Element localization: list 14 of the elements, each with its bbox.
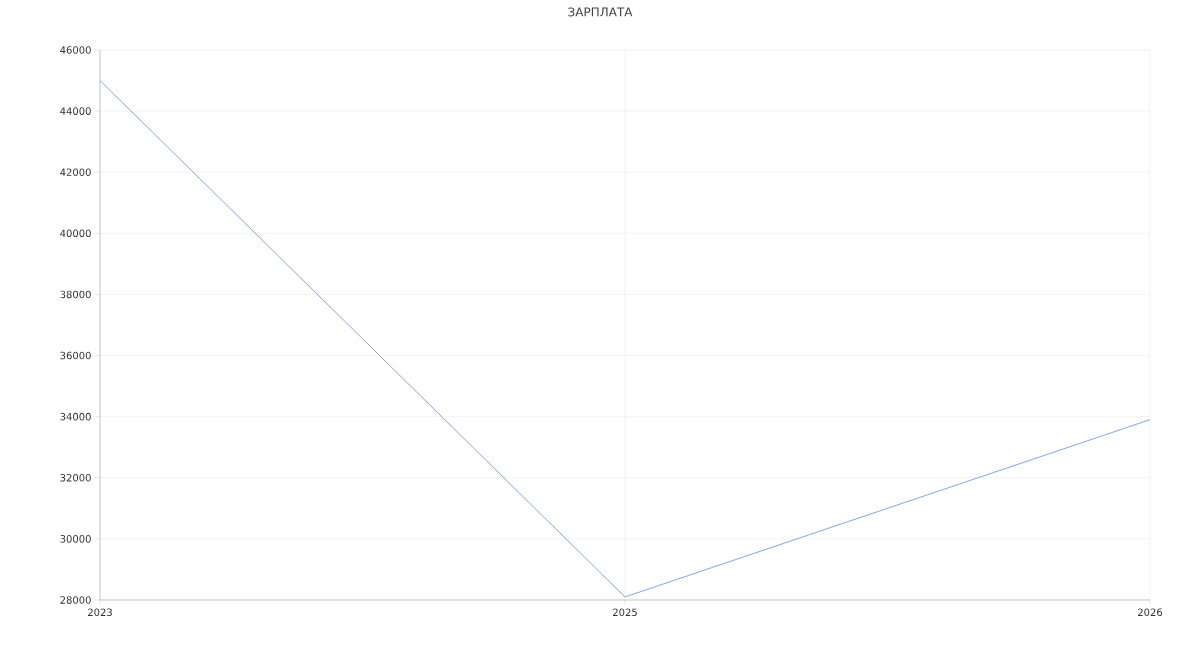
y-tick-label: 36000 xyxy=(60,351,91,360)
y-tick-label: 34000 xyxy=(60,412,91,421)
y-tick-label: 40000 xyxy=(60,229,91,238)
y-tick-label: 38000 xyxy=(60,290,91,299)
y-tick-label: 44000 xyxy=(60,107,91,115)
y-tick-label: 28000 xyxy=(60,596,91,604)
x-tick-label: 2023 xyxy=(88,608,112,617)
x-tick-label: 2026 xyxy=(1138,608,1163,617)
chart-title: ЗАРПЛАТА xyxy=(568,7,633,17)
y-tick-label: 42000 xyxy=(60,168,91,176)
y-tick-label: 46000 xyxy=(60,46,91,54)
x-tick-label: 2025 xyxy=(613,608,637,617)
y-tick-label: 32000 xyxy=(60,473,91,482)
y-tick-label: 30000 xyxy=(60,535,91,543)
